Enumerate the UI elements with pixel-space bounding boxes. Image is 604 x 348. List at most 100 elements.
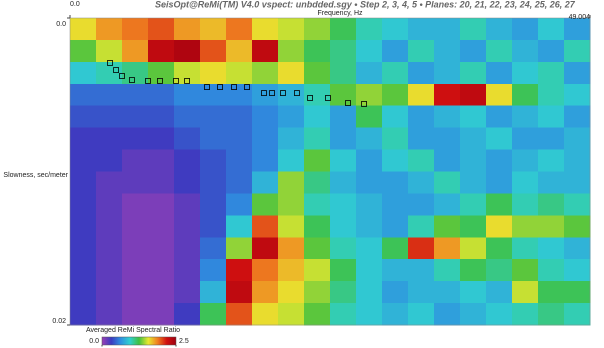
heatmap-cell	[252, 303, 279, 326]
heatmap-cell	[460, 237, 487, 260]
heatmap-cell	[382, 149, 409, 172]
heatmap-cell	[460, 83, 487, 107]
heatmap-cell	[330, 259, 357, 282]
heatmap-cell	[460, 259, 487, 282]
heatmap-cell	[538, 193, 565, 216]
heatmap-cell	[70, 149, 97, 172]
heatmap-cell	[460, 303, 487, 326]
heatmap-cell	[434, 237, 461, 260]
x-tick-label: 0.0	[70, 1, 80, 8]
heatmap-cell	[96, 259, 123, 282]
heatmap-cell	[174, 193, 201, 216]
heatmap-cell	[408, 281, 435, 304]
heatmap-cell	[174, 303, 201, 326]
heatmap-cell	[70, 61, 97, 85]
heatmap-cell	[564, 193, 591, 216]
heatmap-cell	[278, 281, 305, 304]
heatmap-cell	[408, 61, 435, 85]
pick-marker	[345, 100, 351, 106]
heatmap-cell	[512, 105, 539, 129]
heatmap-cell	[278, 105, 305, 129]
heatmap-cell	[564, 105, 591, 129]
heatmap-cell	[174, 281, 201, 304]
heatmap-cell	[382, 61, 409, 85]
heatmap-cell	[434, 303, 461, 326]
heatmap-cell	[382, 105, 409, 129]
heatmap-cell	[356, 303, 383, 326]
heatmap-cell	[226, 83, 253, 107]
heatmap-cell	[330, 105, 357, 129]
heatmap-cell	[538, 171, 565, 194]
heatmap-cell	[460, 61, 487, 85]
heatmap-cell	[148, 105, 175, 129]
heatmap-cell	[564, 281, 591, 304]
heatmap-cell	[486, 237, 513, 260]
heatmap-cell	[564, 83, 591, 107]
heatmap-cell	[538, 149, 565, 172]
heatmap-cell	[512, 61, 539, 85]
heatmap-cell	[70, 39, 97, 63]
heatmap-cell	[278, 127, 305, 151]
heatmap-cell	[486, 105, 513, 129]
heatmap-cell	[304, 39, 331, 63]
heatmap-cell	[226, 171, 253, 194]
heatmap-cell	[356, 149, 383, 172]
heatmap-cell	[304, 149, 331, 172]
heatmap-cell	[200, 105, 227, 129]
heatmap-cell	[252, 18, 279, 41]
heatmap-cell	[148, 259, 175, 282]
heatmap-cell	[330, 18, 357, 41]
heatmap-cell	[278, 303, 305, 326]
heatmap-cell	[122, 83, 149, 107]
heatmap-cell	[174, 127, 201, 151]
pick-marker	[269, 90, 275, 96]
heatmap-cell	[70, 127, 97, 151]
heatmap-cell	[278, 149, 305, 172]
heatmap-cell	[382, 39, 409, 63]
heatmap-cell	[200, 215, 227, 238]
heatmap-cell	[538, 83, 565, 107]
heatmap-cell	[96, 171, 123, 194]
heatmap-cell	[538, 105, 565, 129]
heatmap-cell	[96, 127, 123, 151]
heatmap-cell	[330, 281, 357, 304]
heatmap-cell	[564, 18, 591, 41]
heatmap-cell	[252, 193, 279, 216]
heatmap-cell	[148, 83, 175, 107]
heatmap-cell	[356, 83, 383, 107]
heatmap-cell	[304, 18, 331, 41]
heatmap-cell	[174, 61, 201, 85]
heatmap-cell	[408, 171, 435, 194]
heatmap-cell	[70, 83, 97, 107]
heatmap-cell	[200, 237, 227, 260]
heatmap-cell	[330, 149, 357, 172]
colorbar-label: Averaged ReMi Spectral Ratio	[86, 327, 180, 334]
heatmap-cell	[512, 149, 539, 172]
heatmap-cell	[486, 193, 513, 216]
colorbar-tick-label: 0.0	[89, 338, 99, 345]
heatmap-cell	[408, 193, 435, 216]
heatmap-cell	[460, 127, 487, 151]
y-axis-label: Slowness, sec/meter	[3, 172, 68, 179]
heatmap-cell	[460, 281, 487, 304]
heatmap-cell	[486, 149, 513, 172]
heatmap-cell	[356, 105, 383, 129]
heatmap-cell	[278, 39, 305, 63]
heatmap-cell	[226, 215, 253, 238]
heatmap-cell	[96, 18, 123, 41]
heatmap-cell	[356, 127, 383, 151]
heatmap-cell	[122, 127, 149, 151]
heatmap-cell	[382, 259, 409, 282]
heatmap-cell	[148, 237, 175, 260]
heatmap-cell	[460, 105, 487, 129]
heatmap-cell	[70, 105, 97, 129]
heatmap-cell	[564, 171, 591, 194]
heatmap-cell	[486, 39, 513, 63]
heatmap-cell	[70, 171, 97, 194]
heatmap-cell	[408, 237, 435, 260]
heatmap-cell	[226, 127, 253, 151]
heatmap-cell	[512, 127, 539, 151]
heatmap-cell	[252, 237, 279, 260]
heatmap-cell	[330, 193, 357, 216]
pick-marker	[157, 78, 163, 84]
